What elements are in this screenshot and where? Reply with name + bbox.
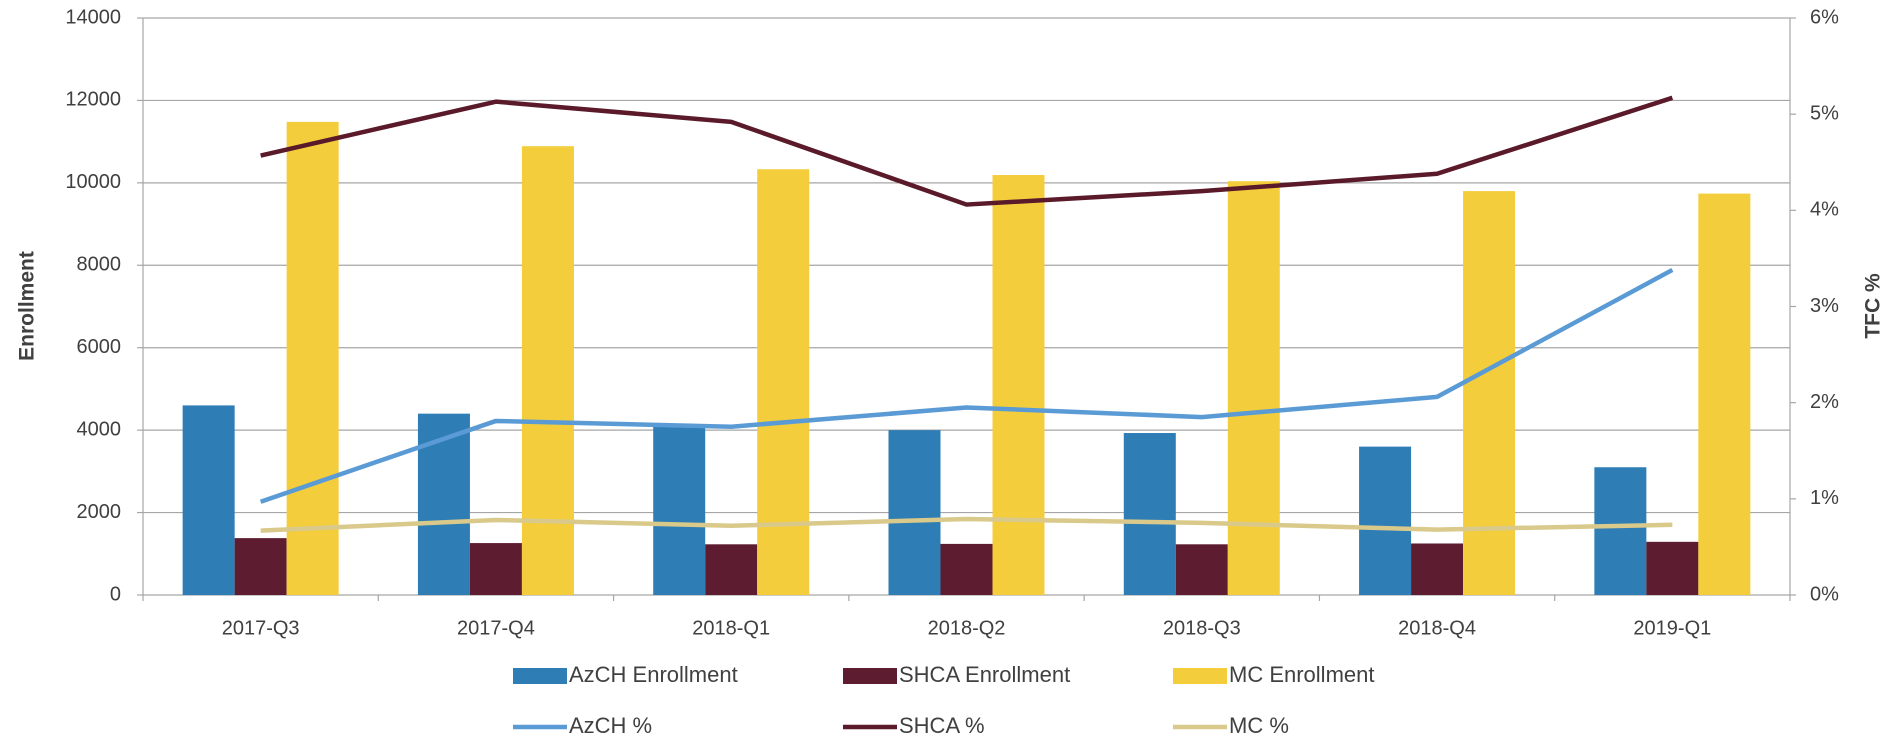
bar bbox=[1175, 544, 1228, 595]
y-tick-label: 10000 bbox=[65, 171, 121, 193]
bar bbox=[1227, 181, 1280, 596]
x-tick-label: 2018-Q4 bbox=[1398, 617, 1476, 639]
legend-label: MC % bbox=[1229, 713, 1289, 738]
legend-swatch bbox=[843, 668, 897, 684]
line bbox=[260, 516, 1673, 533]
y2-tick-label: 0% bbox=[1810, 583, 1839, 605]
bar bbox=[992, 175, 1045, 595]
y-axis-title: Enrollment bbox=[16, 251, 39, 361]
y2-tick-label: 5% bbox=[1810, 102, 1839, 124]
line bbox=[259, 267, 1674, 504]
bar bbox=[705, 544, 758, 595]
bar bbox=[1698, 193, 1751, 595]
x-tick-label: 2018-Q3 bbox=[1163, 617, 1241, 639]
y-tick-label: 12000 bbox=[65, 89, 121, 111]
y2-tick-label: 1% bbox=[1810, 487, 1839, 509]
bar bbox=[234, 538, 287, 595]
legend-label: SHCA % bbox=[899, 713, 985, 738]
y2-tick-label: 3% bbox=[1810, 295, 1839, 317]
bar bbox=[888, 430, 941, 595]
line bbox=[260, 95, 1674, 207]
y-tick-label: 4000 bbox=[77, 418, 122, 440]
bar bbox=[286, 121, 339, 596]
y-tick-label: 0 bbox=[110, 583, 121, 605]
legend-label: SHCA Enrollment bbox=[899, 662, 1070, 687]
legend-swatch bbox=[1173, 668, 1227, 684]
y-tick-label: 2000 bbox=[77, 501, 122, 523]
bar bbox=[1463, 191, 1516, 595]
x-tick-label: 2018-Q2 bbox=[928, 617, 1006, 639]
y2-axis-title: TFC % bbox=[1862, 273, 1885, 339]
legend-label: AzCH Enrollment bbox=[569, 662, 738, 687]
bar bbox=[653, 426, 706, 595]
bar bbox=[1594, 467, 1647, 595]
bar bbox=[1411, 543, 1464, 595]
legend-label: MC Enrollment bbox=[1229, 662, 1374, 687]
y-tick-label: 8000 bbox=[77, 254, 122, 276]
legend-swatch bbox=[513, 668, 567, 684]
y-tick-label: 6000 bbox=[77, 336, 122, 358]
bar bbox=[182, 405, 235, 595]
bar bbox=[757, 169, 810, 596]
bar bbox=[1646, 541, 1699, 595]
y2-tick-label: 4% bbox=[1810, 199, 1839, 221]
bar bbox=[469, 543, 522, 595]
x-tick-label: 2019-Q1 bbox=[1633, 617, 1711, 639]
y-tick-label: 14000 bbox=[65, 6, 121, 28]
bar bbox=[1123, 433, 1176, 595]
bar bbox=[521, 146, 574, 595]
x-tick-label: 2018-Q1 bbox=[692, 617, 770, 639]
y2-tick-label: 6% bbox=[1810, 6, 1839, 28]
x-tick-label: 2017-Q3 bbox=[222, 617, 300, 639]
bar bbox=[1359, 446, 1412, 595]
bar bbox=[940, 543, 993, 595]
x-tick-label: 2017-Q4 bbox=[457, 617, 535, 639]
y2-tick-label: 2% bbox=[1810, 391, 1839, 413]
legend-label: AzCH % bbox=[569, 713, 652, 738]
